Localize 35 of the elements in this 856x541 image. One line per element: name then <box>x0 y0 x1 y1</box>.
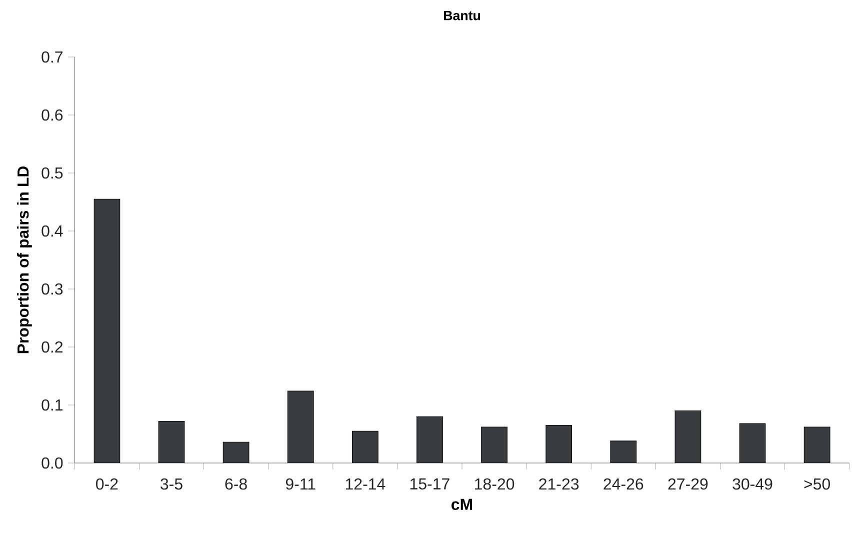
x-tick-label: 6-8 <box>225 478 247 490</box>
bar <box>352 430 378 463</box>
y-tick-label: 0.1 <box>42 399 63 411</box>
x-tick-label: 15-17 <box>410 478 450 490</box>
chart-title: Bantu <box>444 10 480 20</box>
x-tick-label: 21-23 <box>539 478 579 490</box>
x-tick-label: 24-26 <box>604 478 644 490</box>
bar <box>287 390 314 463</box>
x-axis-title: cM <box>452 498 472 510</box>
y-tick-label: 0.6 <box>42 109 63 121</box>
bar <box>481 426 508 463</box>
y-tick-label: 0.5 <box>42 167 63 179</box>
x-tick-label: 9-11 <box>286 478 316 490</box>
bar <box>158 420 185 463</box>
y-tick-label: 0.2 <box>42 341 62 353</box>
y-tick-label: 0.7 <box>42 51 62 63</box>
x-tick-label: >50 <box>804 478 830 490</box>
x-tick-label: 3-5 <box>160 478 182 490</box>
y-tick-label: 0.3 <box>42 283 63 295</box>
bar <box>739 423 766 463</box>
x-tick-label: 18-20 <box>475 478 514 490</box>
bar <box>610 440 637 463</box>
x-tick-label: 0-2 <box>96 478 118 490</box>
y-tick-label: 0.0 <box>42 457 63 469</box>
y-tick-label: 0.4 <box>42 225 63 237</box>
y-axis-title: Proportion of pairs in LD <box>16 166 32 354</box>
x-tick-label: 30-49 <box>732 478 772 490</box>
bar <box>222 442 250 463</box>
x-tick-label: 27-29 <box>668 478 708 490</box>
bar <box>546 425 572 463</box>
bar <box>674 410 702 463</box>
x-tick-label: 12-14 <box>346 478 386 490</box>
bar <box>804 426 830 463</box>
bar <box>94 198 120 463</box>
bar <box>416 416 443 463</box>
